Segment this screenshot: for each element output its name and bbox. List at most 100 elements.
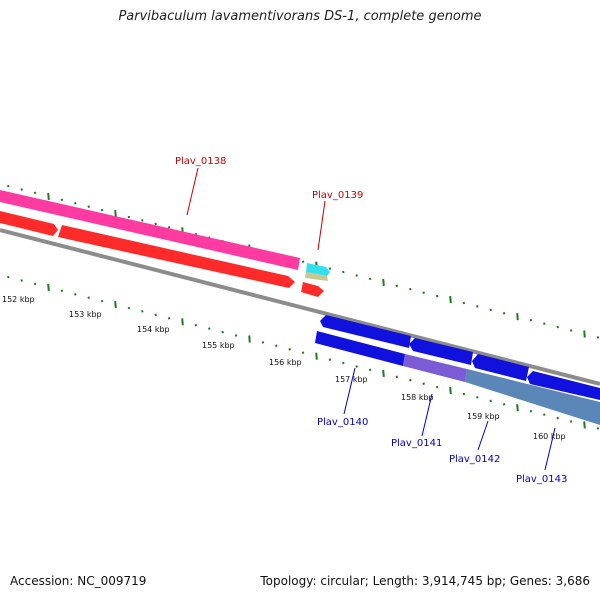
inner-minor-tick (208, 327, 211, 330)
outer-major-tick (516, 313, 519, 321)
inner-minor-tick (596, 427, 600, 430)
kbp-label: 152 kbp (2, 295, 35, 304)
inner-major-tick (583, 421, 586, 429)
outer-minor-tick (422, 291, 425, 294)
inner-minor-tick (275, 344, 278, 348)
inner-minor-tick (476, 396, 479, 399)
outer-minor-tick (569, 329, 573, 332)
gene-plav-0143[interactable] (527, 371, 600, 400)
inner-major-tick (449, 387, 452, 395)
outer-minor-tick (355, 274, 358, 277)
label-plav-0139[interactable]: Plav_0139 (312, 190, 363, 201)
cds-plav-0138[interactable] (0, 190, 300, 270)
gene-plav-0139[interactable] (301, 282, 324, 297)
inner-minor-tick (342, 361, 345, 365)
scale-labels: 152 kbp 153 kbp 154 kbp 155 kbp 156 kbp 157 k… (2, 295, 566, 441)
outer-minor-tick (435, 294, 439, 298)
inner-minor-tick (100, 299, 104, 303)
inner-minor-tick (20, 279, 23, 282)
label-plav-0142[interactable]: Plav_0142 (449, 454, 500, 465)
inner-minor-tick (167, 317, 171, 320)
inner-major-tick (47, 283, 50, 291)
inner-minor-tick (127, 306, 131, 310)
inner-major-tick (315, 352, 318, 360)
leader-plav-0143 (544, 427, 556, 471)
outer-minor-tick (7, 184, 10, 188)
outer-minor-tick (127, 215, 131, 219)
inner-minor-tick (194, 323, 198, 327)
inner-minor-tick (261, 341, 265, 344)
cds-plav-0141[interactable] (403, 354, 467, 382)
outer-minor-tick (368, 277, 372, 281)
outer-minor-tick (409, 287, 412, 291)
inner-minor-tick (60, 289, 64, 293)
outer-minor-tick (74, 202, 77, 205)
inner-minor-tick (141, 310, 144, 313)
inner-major-tick (516, 404, 519, 412)
label-plav-0138[interactable]: Plav_0138 (175, 156, 226, 167)
leader-plav-0139 (317, 200, 326, 251)
outer-minor-tick (556, 325, 559, 329)
outer-minor-tick (529, 318, 533, 322)
gene-plav-0138[interactable] (58, 225, 295, 288)
kbp-label: 156 kbp (269, 358, 302, 367)
outer-minor-tick (100, 208, 104, 212)
outer-minor-tick (395, 284, 399, 288)
cds-plav-0142[interactable] (465, 369, 600, 425)
outer-major-tick (449, 296, 452, 304)
kbp-label: 160 kbp (533, 432, 566, 441)
kbp-label: 154 kbp (137, 325, 170, 334)
outer-minor-tick (141, 219, 144, 222)
inner-minor-tick (74, 293, 77, 296)
gene-plav-0142[interactable] (472, 354, 529, 381)
outer-minor-tick (462, 301, 466, 305)
outer-minor-tick (167, 226, 171, 229)
accession-text: Accession: NC_009719 (10, 574, 147, 588)
outer-major-tick (114, 210, 117, 218)
inner-minor-tick (435, 385, 439, 389)
inner-major-tick (248, 335, 251, 343)
gene-plav-0138-part1[interactable] (0, 211, 58, 236)
outer-minor-tick (87, 205, 90, 208)
kbp-label: 153 kbp (69, 310, 102, 319)
inner-minor-tick (7, 275, 10, 279)
kbp-label: 159 kbp (467, 412, 500, 421)
outer-major-tick (382, 278, 385, 286)
outer-minor-tick (20, 188, 23, 191)
kbp-label: 157 kbp (335, 375, 368, 384)
label-plav-0143[interactable]: Plav_0143 (516, 474, 567, 485)
outer-minor-tick (502, 312, 506, 315)
inner-major-tick (382, 369, 385, 377)
outer-minor-tick (543, 322, 546, 325)
rna-plav-0139-cyan[interactable] (306, 263, 330, 276)
leader-plav-0142 (477, 420, 489, 451)
kbp-label: 158 kbp (401, 393, 434, 402)
inner-minor-tick (543, 413, 546, 416)
inner-minor-tick (529, 409, 533, 413)
outer-minor-tick (342, 270, 345, 274)
gene-plav-0140[interactable] (320, 315, 411, 348)
inner-major-tick (181, 318, 184, 326)
leader-plav-0138 (186, 167, 199, 216)
label-plav-0140[interactable]: Plav_0140 (317, 417, 368, 428)
outer-minor-tick (33, 191, 37, 195)
gene-plav-0141[interactable] (409, 338, 473, 365)
outer-minor-tick (476, 305, 479, 308)
leader-plav-0141 (421, 393, 433, 437)
inner-minor-tick (234, 334, 238, 337)
outer-major-tick (583, 330, 586, 338)
outer-minor-tick (154, 222, 157, 226)
inner-minor-tick (288, 348, 291, 351)
inner-minor-tick (502, 403, 506, 406)
label-plav-0141[interactable]: Plav_0141 (391, 438, 442, 449)
outer-minor-tick (489, 308, 492, 312)
rna-plav-0139-tan[interactable] (305, 272, 328, 281)
cds-plav-0140[interactable] (315, 331, 405, 366)
outer-major-tick (47, 192, 50, 200)
outer-minor-tick (596, 336, 600, 339)
inner-minor-tick (221, 330, 224, 334)
inner-minor-tick (556, 416, 559, 420)
outer-minor-tick (60, 198, 64, 202)
inner-major-tick (114, 301, 117, 309)
inner-minor-tick (368, 368, 372, 372)
